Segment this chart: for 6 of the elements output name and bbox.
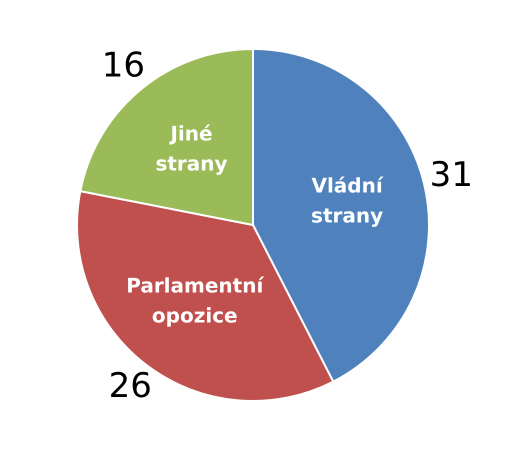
slice-label: Parlamentní opozice (126, 274, 264, 328)
data-label: 31 (430, 154, 473, 195)
data-label: 16 (102, 45, 146, 86)
slice-label: Vládní strany (311, 174, 384, 228)
data-label: 26 (108, 366, 152, 406)
slice-label: Jiné strany (155, 121, 228, 176)
